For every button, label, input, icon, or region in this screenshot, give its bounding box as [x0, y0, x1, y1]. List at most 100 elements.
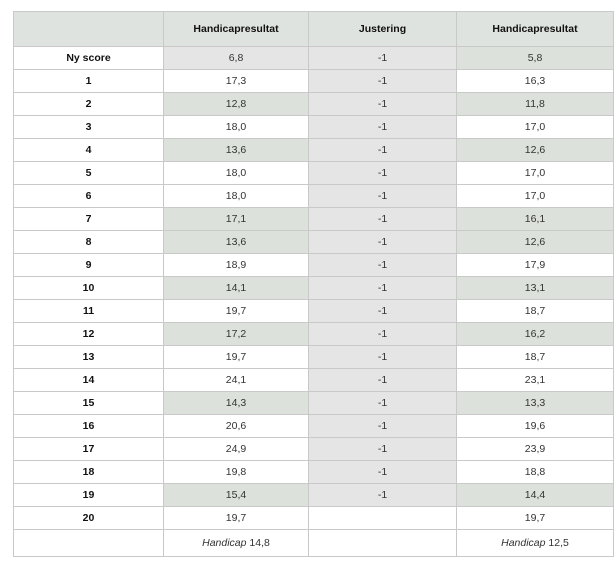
footer-handicap-after: Handicap 12,5 [456, 529, 614, 557]
handicap-before-cell: 18,9 [163, 253, 309, 277]
adjustment-cell: -1 [308, 230, 457, 254]
handicap-before-cell: 19,8 [163, 460, 309, 484]
handicap-before-cell: 14,1 [163, 276, 309, 300]
handicap-after-cell: 19,7 [456, 506, 614, 530]
table-row: 10 14,1 -1 13,1 [13, 276, 614, 300]
row-label: 11 [13, 299, 164, 323]
adjustment-cell: -1 [308, 460, 457, 484]
table-row: 18 19,8 -1 18,8 [13, 460, 614, 484]
handicap-before-cell: 17,1 [163, 207, 309, 231]
handicap-after-cell: 5,8 [456, 46, 614, 70]
table-row: 9 18,9 -1 17,9 [13, 253, 614, 277]
table-row: 6 18,0 -1 17,0 [13, 184, 614, 208]
row-label: 6 [13, 184, 164, 208]
handicap-before-cell: 18,0 [163, 161, 309, 185]
header-adjustment: Justering [308, 11, 457, 47]
row-label: 15 [13, 391, 164, 415]
row-label: Ny score [13, 46, 164, 70]
table-row: 5 18,0 -1 17,0 [13, 161, 614, 185]
handicap-after-cell: 17,0 [456, 184, 614, 208]
adjustment-cell: -1 [308, 207, 457, 231]
row-label: 5 [13, 161, 164, 185]
adjustment-cell: -1 [308, 161, 457, 185]
handicap-before-cell: 15,4 [163, 483, 309, 507]
adjustment-cell: -1 [308, 276, 457, 300]
adjustment-cell: -1 [308, 414, 457, 438]
table-row: 3 18,0 -1 17,0 [13, 115, 614, 139]
adjustment-cell: -1 [308, 69, 457, 93]
row-label: 9 [13, 253, 164, 277]
handicap-after-cell: 12,6 [456, 230, 614, 254]
handicap-after-cell: 18,7 [456, 345, 614, 369]
adjustment-cell: -1 [308, 253, 457, 277]
handicap-before-cell: 17,3 [163, 69, 309, 93]
handicap-before-cell: 14,3 [163, 391, 309, 415]
row-label: 19 [13, 483, 164, 507]
table-row: 14 24,1 -1 23,1 [13, 368, 614, 392]
table-row: 15 14,3 -1 13,3 [13, 391, 614, 415]
handicap-after-cell: 11,8 [456, 92, 614, 116]
handicap-before-cell: 19,7 [163, 299, 309, 323]
adjustment-cell: -1 [308, 299, 457, 323]
handicap-after-cell: 12,6 [456, 138, 614, 162]
handicap-before-cell: 24,1 [163, 368, 309, 392]
handicap-after-cell: 23,9 [456, 437, 614, 461]
handicap-before-cell: 6,8 [163, 46, 309, 70]
table-row: 12 17,2 -1 16,2 [13, 322, 614, 346]
handicap-after-cell: 13,1 [456, 276, 614, 300]
handicap-after-cell: 17,9 [456, 253, 614, 277]
row-label: 8 [13, 230, 164, 254]
header-handicap-before: Handicapresultat [163, 11, 309, 47]
adjustment-cell: -1 [308, 368, 457, 392]
footer-empty-adjust [308, 529, 457, 557]
adjustment-cell: -1 [308, 437, 457, 461]
row-label: 3 [13, 115, 164, 139]
row-label: 13 [13, 345, 164, 369]
adjustment-cell: -1 [308, 345, 457, 369]
footer-empty [13, 529, 164, 557]
handicap-after-cell: 18,7 [456, 299, 614, 323]
row-label: 2 [13, 92, 164, 116]
table-row: 13 19,7 -1 18,7 [13, 345, 614, 369]
handicap-before-cell: 24,9 [163, 437, 309, 461]
table-row: 1 17,3 -1 16,3 [13, 69, 614, 93]
row-label: 12 [13, 322, 164, 346]
footer-handicap-before: Handicap 14,8 [163, 529, 309, 557]
adjustment-cell: -1 [308, 483, 457, 507]
table-row: 17 24,9 -1 23,9 [13, 437, 614, 461]
handicap-before-cell: 19,7 [163, 345, 309, 369]
header-row: Handicapresultat Justering Handicapresul… [13, 11, 614, 47]
row-label: 16 [13, 414, 164, 438]
handicap-after-cell: 19,6 [456, 414, 614, 438]
handicap-after-cell: 17,0 [456, 161, 614, 185]
row-label: 7 [13, 207, 164, 231]
row-label: 18 [13, 460, 164, 484]
handicap-after-cell: 14,4 [456, 483, 614, 507]
adjustment-cell: -1 [308, 391, 457, 415]
handicap-after-cell: 16,3 [456, 69, 614, 93]
adjustment-cell: -1 [308, 184, 457, 208]
row-label: 20 [13, 506, 164, 530]
handicap-table: Handicapresultat Justering Handicapresul… [13, 11, 614, 557]
adjustment-cell: -1 [308, 322, 457, 346]
table-row: 19 15,4 -1 14,4 [13, 483, 614, 507]
handicap-before-cell: 13,6 [163, 230, 309, 254]
handicap-after-cell: 13,3 [456, 391, 614, 415]
handicap-before-cell: 19,7 [163, 506, 309, 530]
row-label: 10 [13, 276, 164, 300]
handicap-before-cell: 12,8 [163, 92, 309, 116]
table-row: 2 12,8 -1 11,8 [13, 92, 614, 116]
handicap-after-cell: 18,8 [456, 460, 614, 484]
row-label: 17 [13, 437, 164, 461]
handicap-after-cell: 23,1 [456, 368, 614, 392]
handicap-before-cell: 18,0 [163, 115, 309, 139]
table-row: Ny score 6,8 -1 5,8 [13, 46, 614, 70]
handicap-after-cell: 17,0 [456, 115, 614, 139]
handicap-before-cell: 18,0 [163, 184, 309, 208]
table-row: 7 17,1 -1 16,1 [13, 207, 614, 231]
adjustment-cell: -1 [308, 115, 457, 139]
footer-row: Handicap 14,8 Handicap 12,5 [13, 529, 614, 557]
table-row: 4 13,6 -1 12,6 [13, 138, 614, 162]
adjustment-cell: -1 [308, 92, 457, 116]
handicap-before-cell: 17,2 [163, 322, 309, 346]
